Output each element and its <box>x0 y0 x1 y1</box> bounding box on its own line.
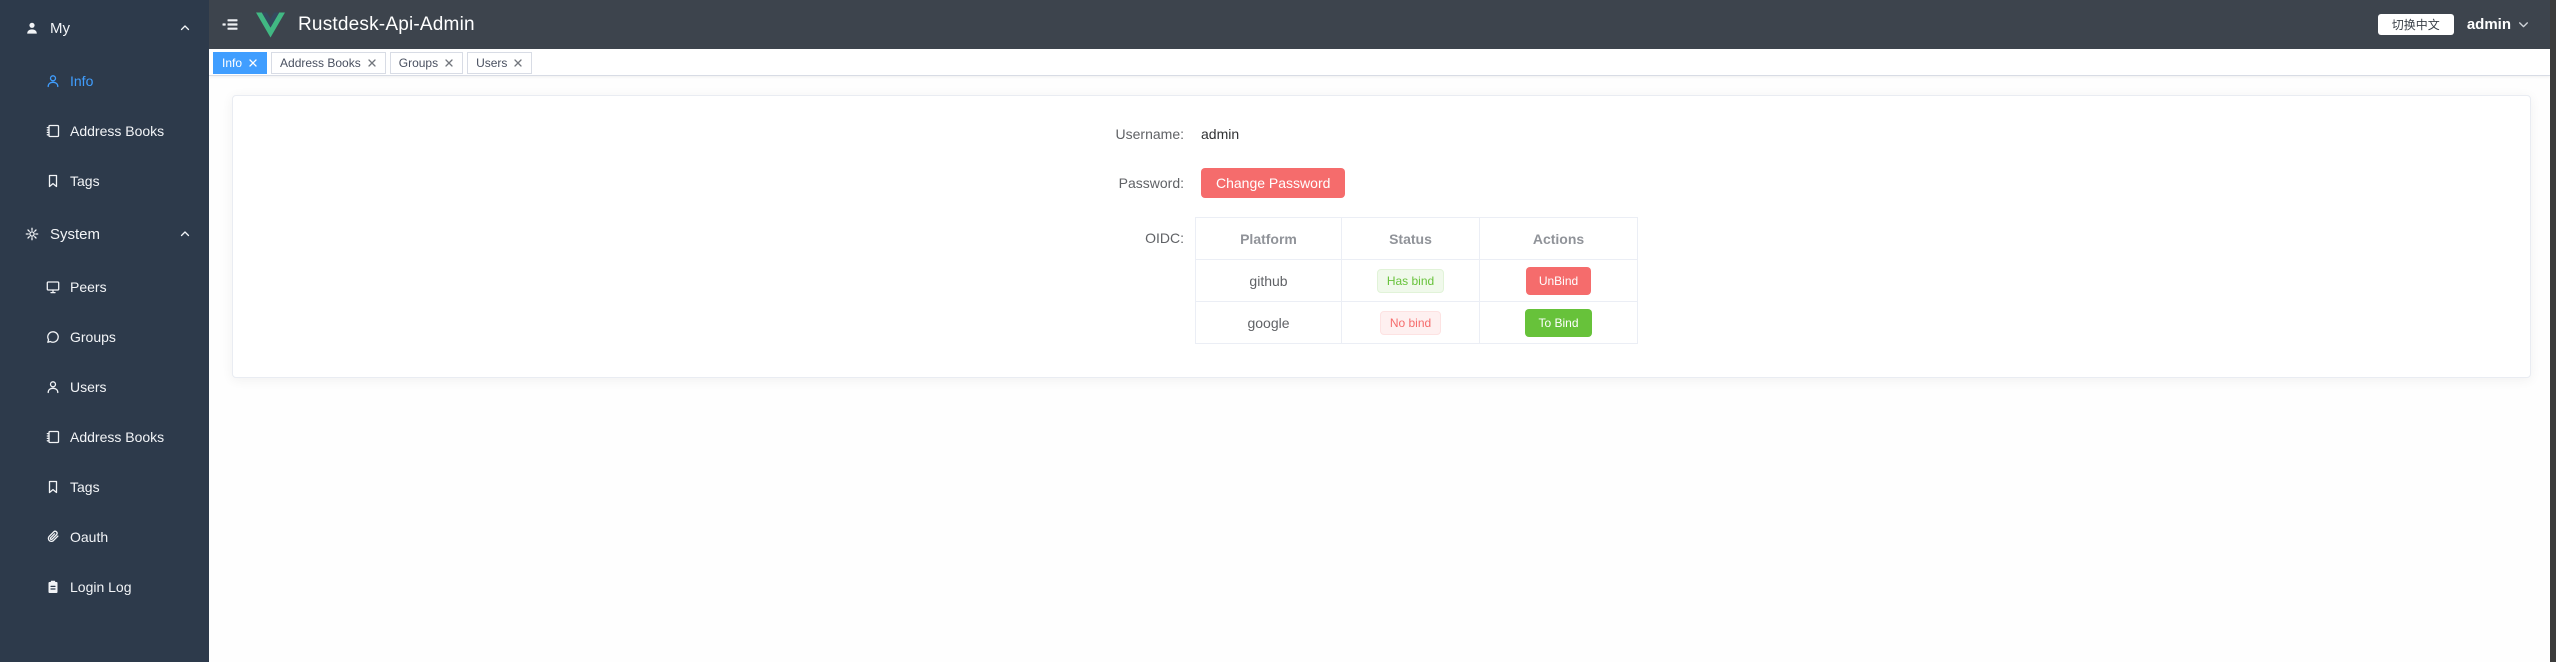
bookmark-icon <box>45 479 61 495</box>
tab-groups[interactable]: Groups <box>389 52 464 74</box>
chevron-down-icon <box>2517 18 2530 31</box>
topbar-right: 切换中文 admin <box>2377 14 2530 35</box>
actions-cell: To Bind <box>1479 301 1638 344</box>
user-icon <box>45 379 61 395</box>
current-user-label: admin <box>2466 16 2511 33</box>
status-badge: No bind <box>1379 310 1442 335</box>
user-icon <box>24 20 40 36</box>
user-icon <box>45 73 61 89</box>
chat-icon <box>45 329 61 345</box>
sidebar-section-my[interactable]: My <box>0 0 209 56</box>
section-label: My <box>50 19 70 37</box>
sidebar-item-users[interactable]: Users <box>0 362 209 412</box>
table-row-google: google No bind To Bind <box>1195 301 1638 344</box>
sidebar-item-groups[interactable]: Groups <box>0 312 209 362</box>
status-badge: Has bind <box>1376 268 1445 293</box>
menu-fold-icon[interactable] <box>221 16 239 34</box>
sidebar-item-tags[interactable]: Tags <box>0 156 209 206</box>
tab-info[interactable]: Info <box>213 52 268 74</box>
oidc-label: OIDC: <box>1145 230 1184 246</box>
oidc-row: OIDC: Platform Status Actions github Has… <box>233 217 2530 344</box>
username-value: admin <box>1201 126 1240 142</box>
sidebar-item-label: Tags <box>70 479 100 495</box>
status-cell: Has bind <box>1341 259 1480 302</box>
notebook-icon <box>45 123 61 139</box>
sidebar-section-system[interactable]: System <box>0 206 209 262</box>
column-header-status: Status <box>1341 217 1480 260</box>
sidebar-item-info[interactable]: Info <box>0 56 209 106</box>
tab-label: Info <box>222 56 243 70</box>
table-header-row: Platform Status Actions <box>1195 217 1638 260</box>
close-icon[interactable] <box>513 58 523 68</box>
password-label: Password: <box>1118 175 1184 191</box>
oidc-table: Platform Status Actions github Has bind … <box>1195 217 1638 344</box>
unbind-button[interactable]: UnBind <box>1525 266 1592 295</box>
paperclip-icon <box>45 529 61 545</box>
close-icon[interactable] <box>367 58 377 68</box>
sidebar-item-oauth[interactable]: Oauth <box>0 512 209 562</box>
platform-cell: google <box>1195 301 1342 344</box>
sidebar-item-label: Address Books <box>70 123 165 139</box>
sidebar-item-label: Users <box>70 379 107 395</box>
sidebar-item-label: Peers <box>70 279 107 295</box>
switch-language-button[interactable]: 切换中文 <box>2377 14 2454 35</box>
tags-view-bar: Info Address Books Groups Users <box>209 49 2550 76</box>
scrollbar[interactable] <box>2550 0 2556 662</box>
chevron-up-icon <box>179 22 191 34</box>
bookmark-icon <box>45 173 61 189</box>
page-title: Rustdesk-Api-Admin <box>298 13 475 35</box>
sidebar-item-address-books[interactable]: Address Books <box>0 106 209 156</box>
sidebar-item-address-books-2[interactable]: Address Books <box>0 412 209 462</box>
sidebar-item-label: Address Books <box>70 429 165 445</box>
gear-icon <box>24 226 40 242</box>
tab-label: Groups <box>398 56 439 70</box>
column-header-actions: Actions <box>1479 217 1638 260</box>
table-row-github: github Has bind UnBind <box>1195 259 1638 302</box>
to-bind-button[interactable]: To Bind <box>1525 308 1592 337</box>
sidebar-item-login-log[interactable]: Login Log <box>0 562 209 612</box>
main-content: Username: admin Password: Change Passwor… <box>209 76 2550 662</box>
actions-cell: UnBind <box>1479 259 1638 302</box>
sidebar: My Info Address Books Tags System <box>0 0 209 662</box>
username-row: Username: admin <box>233 119 2530 149</box>
column-header-platform: Platform <box>1195 217 1342 260</box>
clipboard-icon <box>45 579 61 595</box>
username-label: Username: <box>1115 126 1184 142</box>
platform-cell: github <box>1195 259 1342 302</box>
notebook-icon <box>45 429 61 445</box>
password-row: Password: Change Password <box>233 168 2530 198</box>
sidebar-item-peers[interactable]: Peers <box>0 262 209 312</box>
monitor-icon <box>45 279 61 295</box>
close-icon[interactable] <box>444 58 454 68</box>
sidebar-item-tags-2[interactable]: Tags <box>0 462 209 512</box>
status-cell: No bind <box>1341 301 1480 344</box>
sidebar-item-label: Tags <box>70 173 100 189</box>
tab-label: Users <box>476 56 508 70</box>
sidebar-item-label: Groups <box>70 329 116 345</box>
tab-users[interactable]: Users <box>467 52 533 74</box>
sidebar-item-label: Oauth <box>70 529 109 545</box>
user-info-card: Username: admin Password: Change Passwor… <box>232 95 2531 378</box>
change-password-button[interactable]: Change Password <box>1201 168 1346 198</box>
sidebar-item-label: Login Log <box>70 579 132 595</box>
close-icon[interactable] <box>248 58 258 68</box>
top-navbar: Rustdesk-Api-Admin 切换中文 admin <box>209 0 2556 49</box>
section-label: System <box>50 225 101 243</box>
sidebar-item-label: Info <box>70 73 94 89</box>
tab-address-books[interactable]: Address Books <box>271 52 386 74</box>
chevron-up-icon <box>179 228 191 240</box>
vue-logo-icon <box>256 12 285 38</box>
user-dropdown[interactable]: admin <box>2467 16 2530 33</box>
tab-label: Address Books <box>280 56 361 70</box>
